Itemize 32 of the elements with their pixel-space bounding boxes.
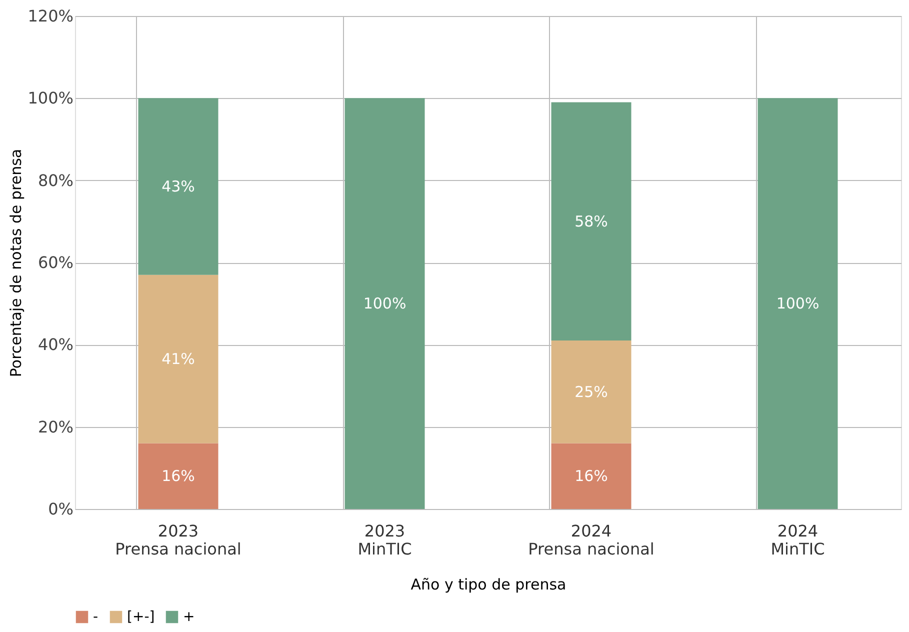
bar bbox=[551, 340, 632, 444]
bar bbox=[138, 98, 218, 275]
legend-label: - bbox=[93, 609, 98, 625]
x-tick-label: 2024 Prensa nacional bbox=[528, 522, 654, 558]
data-label: 100% bbox=[776, 294, 820, 313]
y-tick-label: 40% bbox=[38, 335, 74, 354]
bar bbox=[138, 274, 218, 444]
data-label: 41% bbox=[162, 350, 195, 368]
data-label: 43% bbox=[162, 177, 195, 196]
y-tick-label: 0% bbox=[48, 500, 74, 518]
y-tick-label: 20% bbox=[38, 417, 74, 436]
bar bbox=[758, 98, 838, 509]
data-label: 58% bbox=[574, 212, 608, 230]
bar bbox=[551, 102, 632, 341]
x-tick-label: 2023 MinTIC bbox=[358, 522, 412, 558]
bar bbox=[551, 443, 632, 509]
y-tick-label: 80% bbox=[38, 170, 74, 190]
x-axis-title: Año y tipo de prensa bbox=[410, 576, 566, 594]
bar bbox=[138, 443, 218, 509]
y-tick-label: 120% bbox=[28, 6, 74, 26]
y-tick-label: 100% bbox=[28, 88, 74, 108]
bar bbox=[344, 98, 425, 509]
y-axis-title: Porcentaje de notas de prensa bbox=[6, 148, 25, 378]
y-tick-label: 60% bbox=[38, 253, 74, 272]
data-label: 16% bbox=[574, 467, 608, 486]
data-label: 25% bbox=[574, 382, 608, 401]
x-tick-label: 2024 MinTIC bbox=[770, 522, 825, 558]
x-tick-label: 2023 Prensa nacional bbox=[115, 522, 242, 558]
legend-label: [+-] bbox=[127, 609, 155, 625]
legend-label: + bbox=[183, 609, 195, 625]
data-label: 100% bbox=[363, 294, 406, 313]
data-label: 16% bbox=[162, 467, 195, 486]
